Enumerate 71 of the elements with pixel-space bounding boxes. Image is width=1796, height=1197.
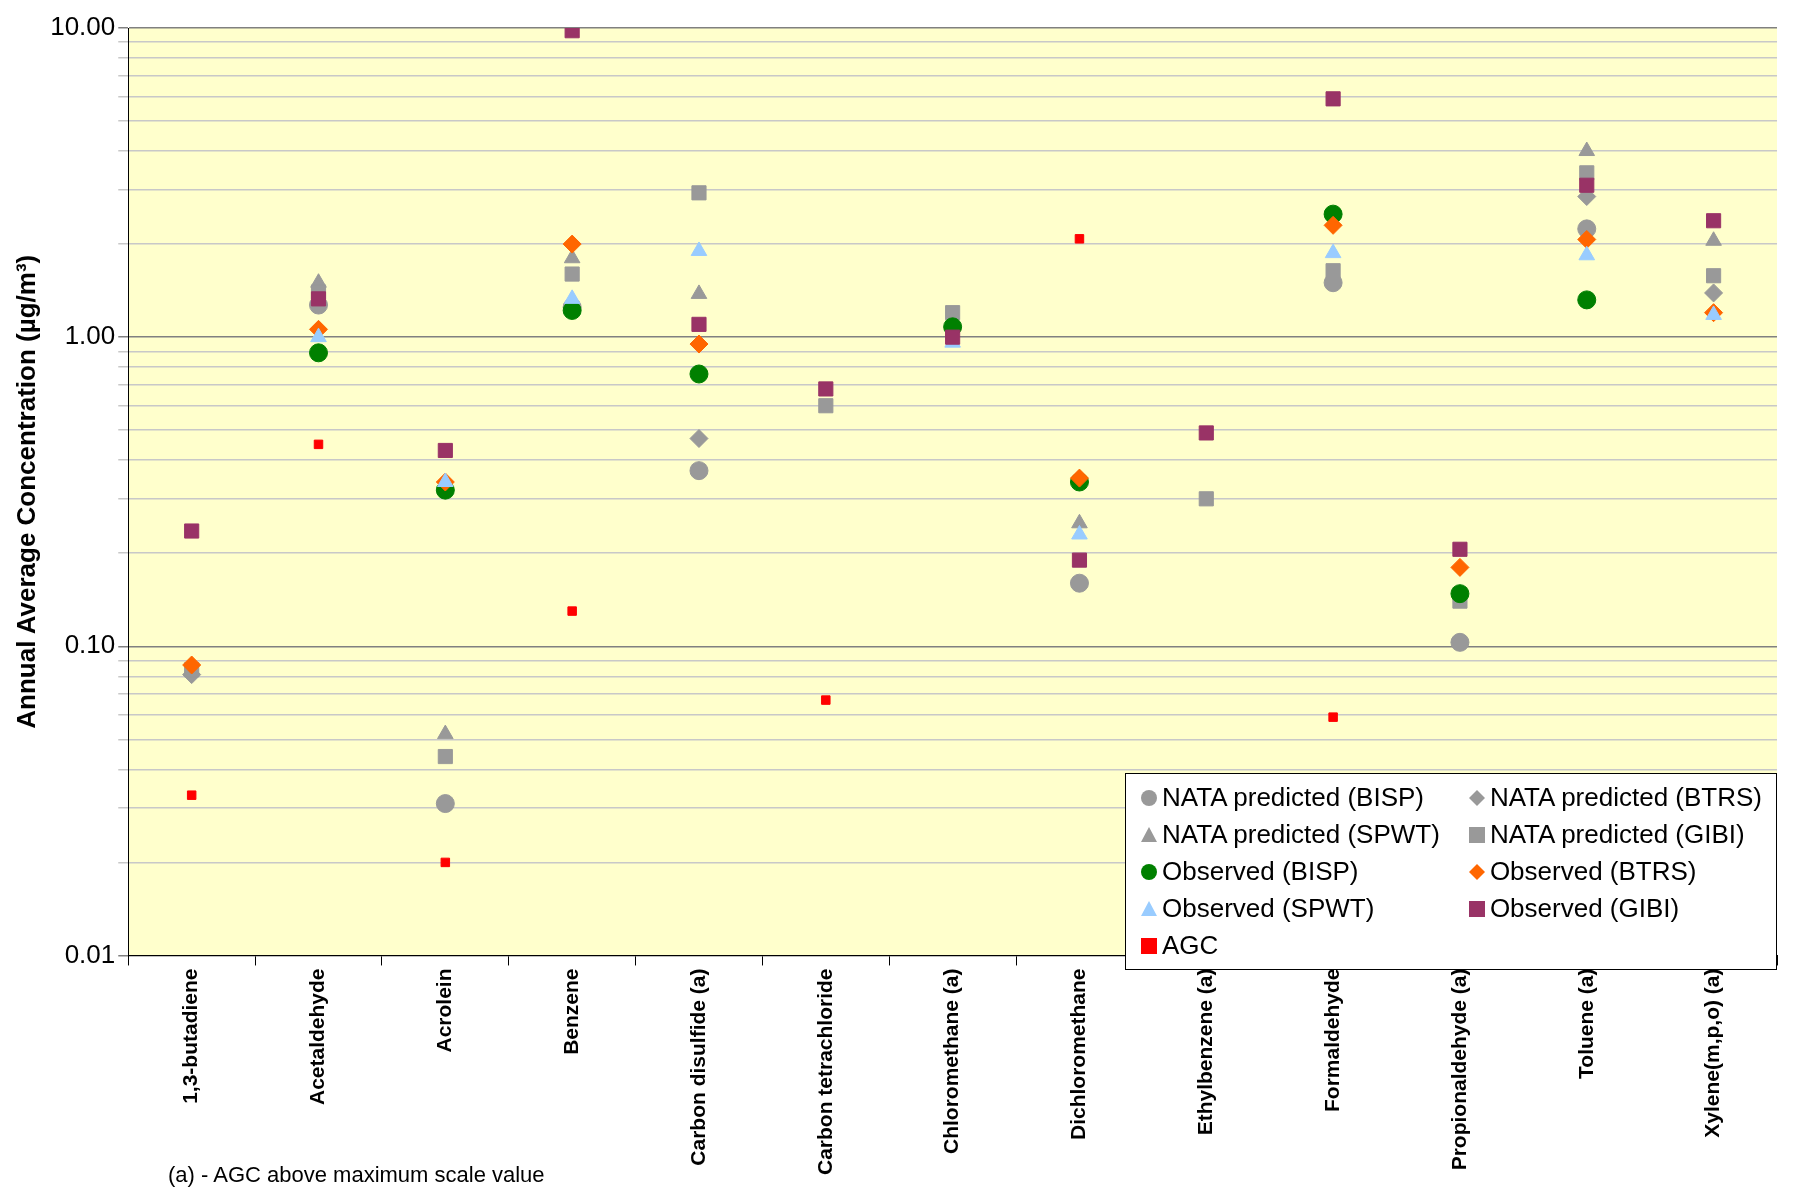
point bbox=[182, 655, 202, 675]
x-tick-label: Acrolein bbox=[432, 968, 456, 1053]
point bbox=[691, 316, 707, 332]
legend-label: Observed (GIBI) bbox=[1489, 893, 1680, 925]
point bbox=[309, 343, 328, 363]
point bbox=[1577, 290, 1597, 310]
x-tick-label: Xylene(m,p,o) (a) bbox=[1700, 968, 1724, 1138]
point bbox=[1325, 91, 1341, 107]
point bbox=[567, 606, 577, 616]
point bbox=[440, 857, 451, 868]
legend-label: Observed (BISP) bbox=[1162, 856, 1359, 888]
legend-label: AGC bbox=[1162, 930, 1219, 962]
point bbox=[689, 334, 709, 354]
point bbox=[437, 442, 453, 459]
point bbox=[435, 794, 455, 814]
point bbox=[689, 461, 709, 481]
point bbox=[184, 523, 200, 539]
point bbox=[1323, 215, 1343, 235]
text: (a) - AGC above maximum scale value bbox=[168, 1162, 545, 1188]
point bbox=[821, 695, 831, 705]
y-tick-label: 10.00 bbox=[50, 11, 116, 42]
point bbox=[186, 790, 197, 800]
x-tick-label: Chloromethane (a) bbox=[939, 968, 963, 1154]
x-tick-label: Benzene bbox=[558, 968, 582, 1055]
point bbox=[1704, 283, 1724, 303]
point bbox=[689, 429, 709, 449]
x-tick-label: Ethylbenzene (a) bbox=[1193, 968, 1217, 1136]
x-tick-label: Propionaldehyde (a) bbox=[1446, 968, 1470, 1171]
x-tick-label: Carbon disulfide (a) bbox=[685, 968, 709, 1166]
point bbox=[562, 234, 582, 254]
point bbox=[1198, 491, 1214, 507]
point bbox=[313, 439, 324, 450]
point bbox=[437, 748, 453, 765]
point bbox=[945, 329, 961, 345]
x-tick-label: Acetaldehyde bbox=[305, 968, 329, 1106]
point bbox=[1071, 552, 1088, 568]
x-tick-label: Dichloromethane bbox=[1066, 968, 1090, 1140]
y-tick-label: 1.00 bbox=[64, 320, 116, 351]
point bbox=[1706, 268, 1722, 284]
x-tick-label: Toluene (a) bbox=[1573, 968, 1597, 1079]
point bbox=[1198, 425, 1214, 441]
point bbox=[1450, 632, 1470, 652]
point bbox=[1328, 712, 1338, 722]
point bbox=[310, 291, 327, 307]
y-tick-label: 0.01 bbox=[64, 938, 116, 969]
legend-label: NATA predicted (BISP) bbox=[1162, 782, 1425, 814]
point bbox=[1450, 584, 1470, 604]
point bbox=[818, 381, 834, 397]
point bbox=[1074, 234, 1085, 244]
x-tick-label: 1,3-butadiene bbox=[178, 968, 202, 1104]
point bbox=[1579, 177, 1595, 193]
point bbox=[1706, 213, 1722, 229]
point bbox=[564, 266, 580, 282]
point bbox=[1452, 541, 1468, 557]
point bbox=[818, 398, 834, 414]
point bbox=[689, 364, 709, 384]
point bbox=[1069, 573, 1089, 593]
point bbox=[1450, 557, 1470, 577]
legend-label: NATA predicted (BTRS) bbox=[1489, 782, 1762, 814]
x-tick-label: Formaldehyde bbox=[1319, 968, 1343, 1113]
point bbox=[1325, 263, 1341, 279]
legend-label: NATA predicted (GIBI) bbox=[1489, 819, 1745, 851]
legend-label: Observed (SPWT) bbox=[1162, 893, 1375, 925]
point bbox=[691, 185, 707, 201]
point bbox=[1577, 229, 1597, 249]
y-axis-title: Annual Average Concentration (µg/m³) bbox=[10, 254, 41, 729]
y-tick-label: 0.10 bbox=[64, 629, 116, 660]
legend-label: Observed (BTRS) bbox=[1489, 856, 1697, 888]
legend-label: NATA predicted (SPWT) bbox=[1162, 819, 1440, 851]
point bbox=[1578, 141, 1596, 157]
x-tick-label: Carbon tetrachloride bbox=[812, 968, 836, 1176]
